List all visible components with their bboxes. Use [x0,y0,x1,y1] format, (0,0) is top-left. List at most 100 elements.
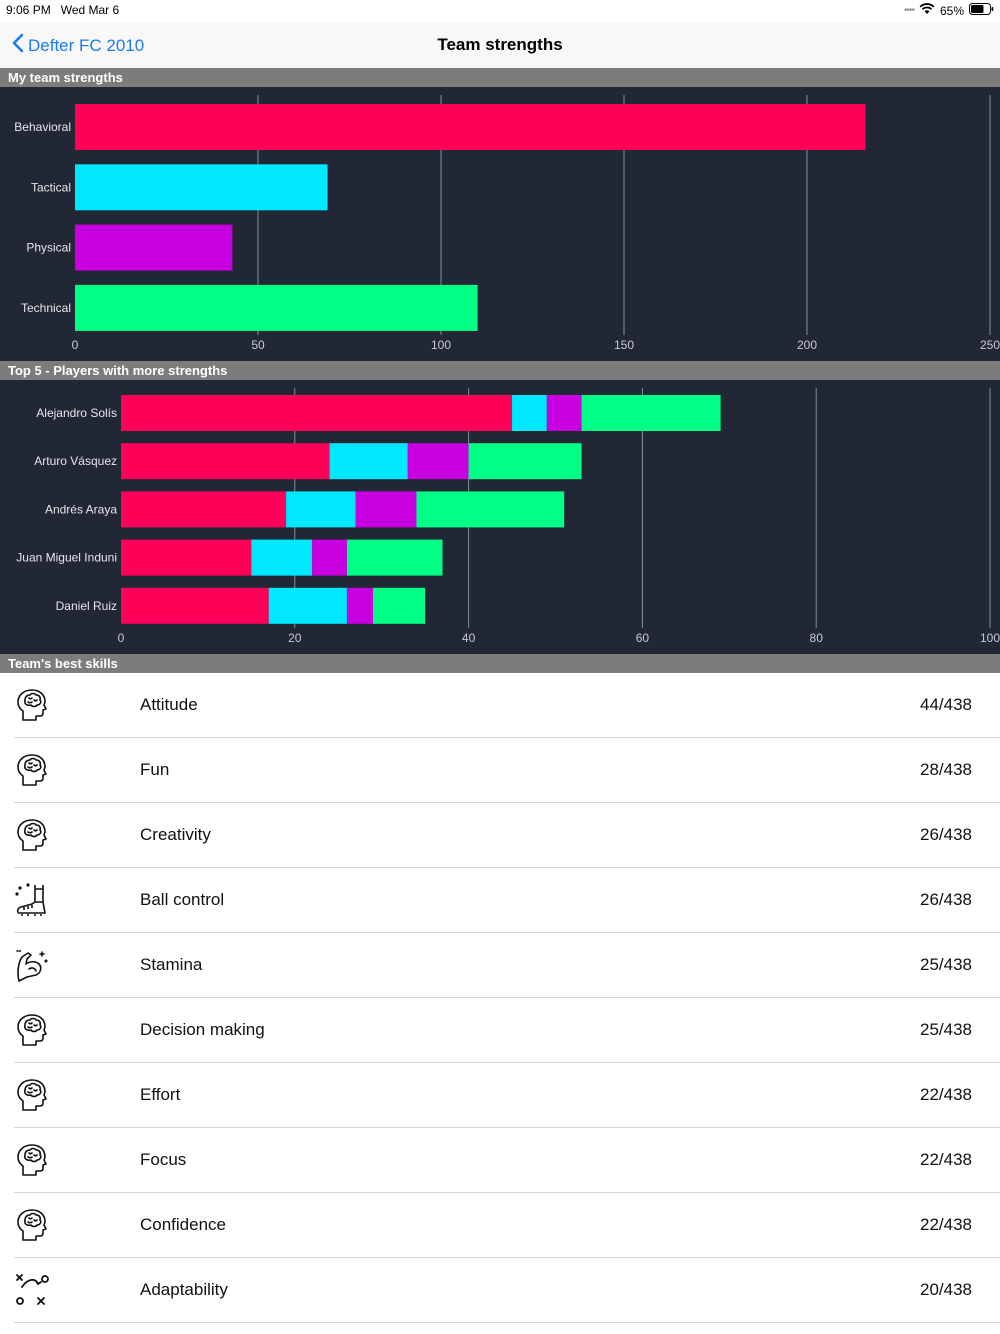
skill-row[interactable]: Confidence 22/438 [14,1193,1000,1258]
skill-score: 26/438 [920,825,972,844]
skill-score: 20/438 [920,1280,972,1299]
skill-score: 22/438 [920,1150,972,1169]
top-players-chart: 0 20 40 60 80 100 Alejandro Solís Arturo Vásque… [0,380,1000,654]
bar [75,164,328,211]
skill-score: 25/438 [920,955,972,974]
x-tick-label: 60 [636,631,650,645]
bar-segment [268,587,347,624]
signal-dots-icon: •••• [903,5,915,16]
flexed-arm-icon [14,947,50,983]
brain-head-icon [14,1012,50,1048]
section-header-my-team: My team strengths [0,68,1000,87]
y-category-label: Physical [26,241,71,255]
chevron-left-icon [12,33,24,58]
skill-name: Fun [140,760,170,779]
bar-segment [121,491,287,528]
bar [75,284,478,331]
y-category-label: Juan Miguel Induni [16,551,117,565]
bar-segment [329,443,408,480]
battery-percent: 65% [939,3,964,18]
bar-segment [346,587,374,624]
y-category-label: Technical [21,301,71,315]
brain-head-icon [14,1077,50,1113]
x-tick-label: 150 [614,338,634,352]
skill-score: 26/438 [920,890,972,909]
skill-row[interactable]: Decision making 25/438 [14,998,1000,1063]
section-header-best-skills: Team's best skills [0,654,1000,673]
brain-head-icon [14,817,50,853]
skill-name: Decision making [140,1020,265,1039]
bar-segment [286,491,356,528]
tactics-board-icon [14,1272,50,1308]
skill-name: Focus [140,1150,187,1169]
skills-list: Attitude 44/438 Fun 28/438 Creativity 26… [0,673,1000,1323]
y-category-label: Arturo Vásquez [34,454,117,468]
skill-name: Ball control [140,890,225,909]
bar-segment [312,539,347,576]
x-tick-label: 20 [288,631,302,645]
skill-name: Confidence [140,1215,227,1234]
x-tick-label: 40 [462,631,476,645]
team-strengths-chart: 0 50 100 150 200 250 Behavioral Tactical Physica… [0,87,1000,361]
y-category-label: Andrés Araya [45,502,117,516]
football-boot-icon [14,882,50,918]
bar-segment [121,395,513,431]
bar-segment [346,539,443,576]
skill-name: Effort [140,1085,181,1104]
bar-segment [581,395,721,431]
x-tick-label: 0 [72,338,79,352]
skill-score: 22/438 [920,1215,972,1234]
brain-head-icon [14,687,50,723]
bar [75,104,866,150]
skill-row[interactable]: Effort 22/438 [14,1063,1000,1128]
bar-segment [373,587,426,624]
x-tick-label: 250 [980,338,1000,352]
x-tick-label: 50 [251,338,265,352]
back-button-label: Defter FC 2010 [28,35,145,55]
brain-head-icon [14,752,50,788]
x-tick-label: 0 [118,631,125,645]
skill-row[interactable]: Adaptability 20/438 [14,1258,1000,1323]
skill-row[interactable]: Fun 28/438 [14,738,1000,803]
y-category-label: Tactical [31,180,71,194]
back-button[interactable]: Defter FC 2010 [12,33,144,58]
y-category-label: Behavioral [14,120,71,134]
x-tick-label: 200 [797,338,817,352]
y-category-label: Daniel Ruiz [56,599,117,613]
skill-name: Stamina [140,955,203,974]
brain-head-icon [14,1207,50,1243]
skill-score: 22/438 [920,1085,972,1104]
y-category-label: Alejandro Solís [36,406,117,420]
skill-row[interactable]: Stamina 25/438 [14,933,1000,998]
bar-segment [251,539,313,576]
x-tick-label: 100 [431,338,451,352]
bar-segment [121,587,269,624]
skill-score: 25/438 [920,1020,972,1039]
skill-name: Attitude [140,695,198,714]
section-header-top5: Top 5 - Players with more strengths [0,361,1000,380]
skill-score: 44/438 [920,695,972,714]
battery-icon [969,3,994,18]
skill-name: Creativity [140,825,211,844]
x-tick-label: 100 [980,631,1000,645]
bar-segment [416,491,565,528]
bar-segment [121,443,330,480]
bar-segment [546,395,582,431]
brain-head-icon [14,1142,50,1178]
wifi-icon [919,3,935,18]
skill-row[interactable]: Ball control 26/438 [14,868,1000,933]
page-title: Team strengths [437,35,563,54]
skill-row[interactable]: Attitude 44/438 [14,673,1000,738]
status-bar: 9:06 PM Wed Mar 6 •••• 65% [0,0,1000,22]
skill-row[interactable]: Focus 22/438 [14,1128,1000,1193]
bar-segment [512,395,547,431]
bar-segment [407,443,469,480]
bar [75,224,233,271]
status-time: 9:06 PM Wed Mar 6 [6,3,120,17]
x-tick-label: 80 [810,631,824,645]
skill-row[interactable]: Creativity 26/438 [14,803,1000,868]
skill-score: 28/438 [920,760,972,779]
bar-segment [468,443,582,480]
skill-name: Adaptability [140,1280,228,1299]
bar-segment [355,491,417,528]
